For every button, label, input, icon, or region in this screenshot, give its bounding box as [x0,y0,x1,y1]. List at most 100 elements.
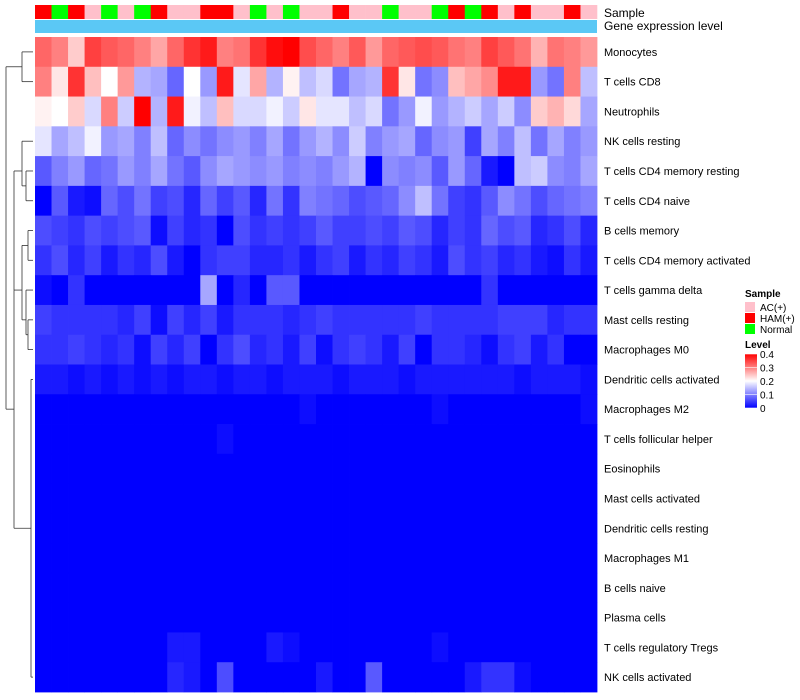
heatmap-cell [200,245,218,276]
heatmap-cell [233,483,251,514]
heatmap-cell [84,662,102,693]
heatmap-cell [514,304,532,336]
heatmap-cell [497,453,515,484]
heatmap-cell [580,245,598,276]
heatmap-cell [547,602,565,633]
heatmap-cell [183,513,201,544]
heatmap-cell [481,96,499,127]
heatmap-cell [497,602,515,633]
sample-annotation-cell [349,5,366,19]
heatmap-cell [448,275,466,306]
heatmap-cell [84,572,102,604]
legend-sample-label: Normal [760,325,792,336]
heatmap-cell [183,96,201,127]
heatmap-cell [481,245,499,276]
heatmap-cell [530,572,548,604]
heatmap-cell [580,37,598,68]
heatmap-cell [200,334,218,365]
heatmap-cell [51,66,69,97]
heatmap-cell [150,275,168,306]
heatmap-cell [68,632,85,663]
heatmap-cell [382,66,400,97]
heatmap-cell [497,215,515,246]
heatmap-cell [448,334,466,365]
heatmap-cell [448,602,466,633]
heatmap-cell [68,334,85,365]
heatmap-cell [249,304,267,336]
heatmap-cell [150,126,168,157]
heatmap-cell [563,394,581,425]
heatmap-cell [167,483,185,514]
heatmap-cell [101,275,119,306]
heatmap-cell [167,245,185,276]
heatmap-cell [249,424,267,455]
heatmap-cell [282,215,300,246]
heatmap-cell [415,602,433,633]
heatmap-cell [316,483,333,514]
heatmap-cell [167,662,185,693]
heatmap-cell [233,96,251,127]
heatmap-cell [84,304,102,336]
heatmap-cell [431,632,449,663]
heatmap-cell [431,662,449,693]
heatmap-cell [167,424,185,455]
heatmap-cell [316,424,333,455]
heatmap-cell [448,453,466,484]
heatmap-cell [448,543,466,574]
heatmap-cell [448,662,466,693]
heatmap-cell [167,602,185,633]
heatmap-cell [183,602,201,633]
sample-annotation-cell [51,5,69,19]
heatmap-cell [299,572,317,604]
heatmap-cell [530,66,548,97]
heatmap-cell [382,453,400,484]
heatmap-cell [200,215,218,246]
heatmap-cell [51,453,69,484]
heatmap-cell [415,572,433,604]
heatmap-cell [547,156,565,187]
heatmap-cell [216,572,234,604]
heatmap-cell [514,453,532,484]
heatmap-cell [497,245,515,276]
heatmap-cell [134,185,152,217]
heatmap-cell [117,215,135,246]
heatmap-cell [167,453,185,484]
heatmap-cell [349,334,366,365]
heatmap-cell [167,96,185,127]
heatmap-cell [266,275,284,306]
heatmap-cell [497,543,515,574]
row-label: T cells gamma delta [604,285,703,297]
sample-annotation-cell [563,5,581,19]
heatmap-cell [382,96,400,127]
heatmap-cell [332,245,350,276]
heatmap-cell [101,483,119,514]
heatmap-cell [547,453,565,484]
heatmap-cell [117,126,135,157]
heatmap-cell [332,185,350,217]
heatmap-cell [200,483,218,514]
heatmap-cell [431,572,449,604]
heatmap-cell [448,156,466,187]
heatmap-cell [117,424,135,455]
heatmap-cell [249,632,267,663]
heatmap-cell [167,37,185,68]
heatmap-cell [282,185,300,217]
heatmap-cell [101,394,119,425]
heatmap-cell [233,37,251,68]
heatmap-cell [464,334,482,365]
heatmap-cell [580,334,598,365]
heatmap-cell [547,275,565,306]
heatmap-cell [117,66,135,97]
heatmap-cell [464,632,482,663]
heatmap-cell [84,453,102,484]
heatmap-cell [35,602,52,633]
heatmap-cell [398,156,416,187]
heatmap-cell [150,632,168,663]
heatmap-cell [382,602,400,633]
heatmap-cell [150,66,168,97]
heatmap-cell [101,424,119,455]
heatmap-cell [332,126,350,157]
heatmap-cell [365,364,383,395]
heatmap-cell [365,662,383,693]
row-label: Mast cells resting [604,315,689,327]
